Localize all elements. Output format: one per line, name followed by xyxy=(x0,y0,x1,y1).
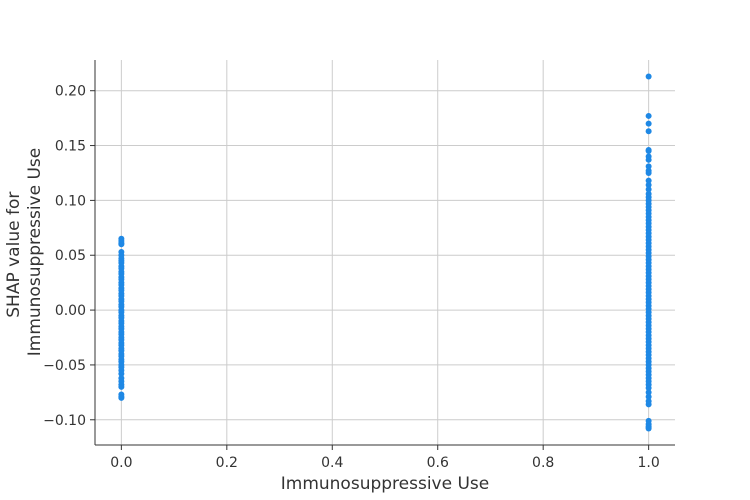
y-axis-label-line-2: Immunosuppressive Use xyxy=(25,148,45,357)
scatter-point xyxy=(645,177,652,184)
y-tick-label: −0.05 xyxy=(43,358,86,374)
scatter-point xyxy=(645,425,652,432)
y-tick-label: 0.10 xyxy=(55,193,86,209)
y-axis-label-line-1: SHAP value for xyxy=(4,192,24,318)
scatter-point xyxy=(645,73,652,80)
scatter-point xyxy=(118,394,125,401)
scatter-point xyxy=(645,156,652,163)
scatter-point xyxy=(645,148,652,155)
scatter-point xyxy=(645,186,652,193)
scatter-point xyxy=(645,120,652,127)
scatter-point xyxy=(645,169,652,176)
x-tick-label: 1.0 xyxy=(638,455,660,471)
scatter-point xyxy=(118,383,125,390)
x-tick-label: 0.0 xyxy=(110,455,132,471)
scatter-point xyxy=(645,393,652,400)
scatter-point xyxy=(645,112,652,119)
y-tick-label: 0.05 xyxy=(55,248,86,264)
data-points xyxy=(118,73,652,432)
y-axis-label: SHAP value for Immunosuppressive Use xyxy=(4,148,45,357)
x-tick-label: 0.6 xyxy=(427,455,449,471)
scatter-point xyxy=(645,384,652,391)
y-tick-label: 0.20 xyxy=(55,84,86,100)
scatter-point xyxy=(645,401,652,408)
x-tick-label: 0.8 xyxy=(532,455,554,471)
scatter-point xyxy=(118,241,125,248)
x-tick-label: 0.4 xyxy=(321,455,343,471)
axes xyxy=(90,60,675,450)
scatter-point xyxy=(645,389,652,396)
x-tick-label: 0.2 xyxy=(216,455,238,471)
scatter-point xyxy=(118,370,125,377)
scatter-point xyxy=(645,182,652,189)
y-tick-label: 0.15 xyxy=(55,139,86,155)
scatter-point xyxy=(645,163,652,170)
y-tick-label: 0.00 xyxy=(55,303,86,319)
grid-lines xyxy=(95,60,675,445)
x-axis-label: Immunosuppressive Use xyxy=(281,474,490,494)
y-tick-label: −0.10 xyxy=(43,413,86,429)
tick-labels: 0.0 0.2 0.4 0.6 0.8 1.0 −0.10 −0.05 0.00 0.05 0.10… xyxy=(43,84,660,471)
scatter-point xyxy=(645,128,652,135)
